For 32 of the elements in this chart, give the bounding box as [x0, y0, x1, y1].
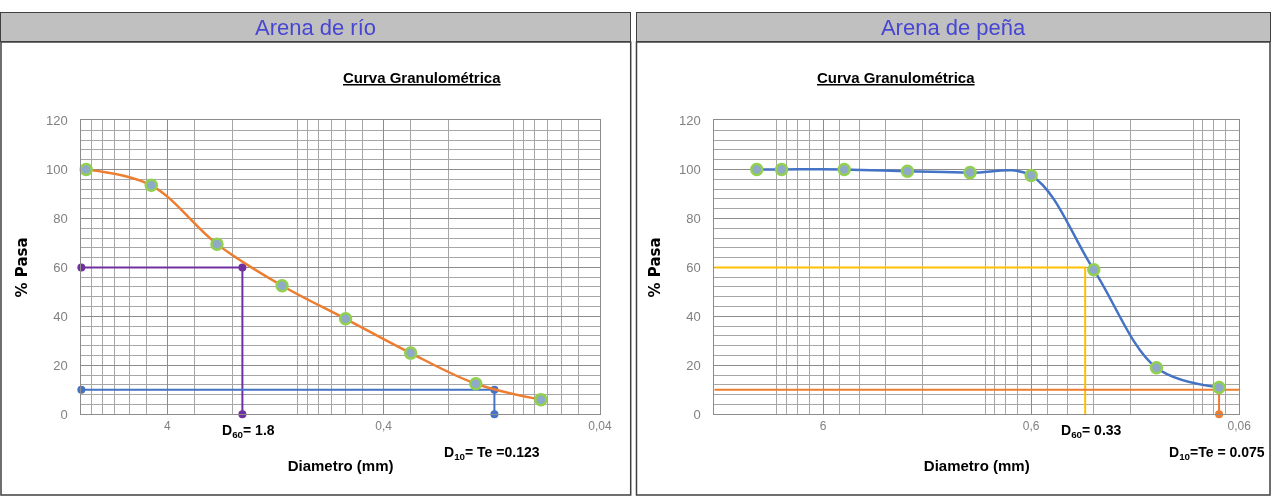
annotation: D$_{60}$= 1.8	[222, 422, 275, 440]
y-tick-label: 100	[679, 161, 701, 177]
y-tick-label: 20	[686, 357, 701, 373]
x-axis-title: Diametro (mm)	[287, 456, 394, 474]
y-tick-label: 40	[686, 308, 701, 324]
x-tick-label: 0,6	[1022, 418, 1040, 433]
annotation: D$_{10}$=Te = 0.075	[1169, 444, 1265, 462]
chart-subtitle: Curva Granulométrica	[817, 69, 976, 86]
y-tick-label: 120	[46, 113, 68, 128]
annotation: D$_{60}$= 0.33	[1061, 422, 1122, 440]
x-tick-label: 0,04	[588, 418, 612, 433]
x-tick-label: 6	[819, 418, 827, 433]
chart-subtitle: Curva Granulométrica	[343, 69, 502, 86]
y-tick-label: 20	[53, 357, 68, 373]
x-tick-label: 0,06	[1227, 418, 1252, 433]
y-axis-title: % Pasa	[646, 237, 665, 298]
y-tick-label: 120	[679, 113, 701, 128]
x-tick-label: 4	[164, 418, 172, 433]
y-tick-label: 80	[53, 210, 68, 226]
y-tick-label: 80	[686, 210, 701, 226]
x-tick-label: 0,4	[375, 418, 393, 433]
y-tick-label: 0	[60, 406, 68, 422]
y-axis-title: % Pasa	[13, 237, 32, 298]
y-tick-label: 60	[686, 259, 701, 275]
chart-title: Arena de peña	[880, 14, 1027, 40]
chart-title: Arena de río	[254, 14, 377, 40]
y-tick-label: 60	[53, 259, 68, 275]
y-tick-label: 100	[46, 161, 68, 177]
y-tick-label: 0	[693, 406, 701, 422]
annotation: D$_{10}$= Te =0.123	[444, 444, 540, 462]
x-axis-title: Diametro (mm)	[923, 456, 1030, 474]
y-tick-label: 40	[53, 308, 68, 324]
